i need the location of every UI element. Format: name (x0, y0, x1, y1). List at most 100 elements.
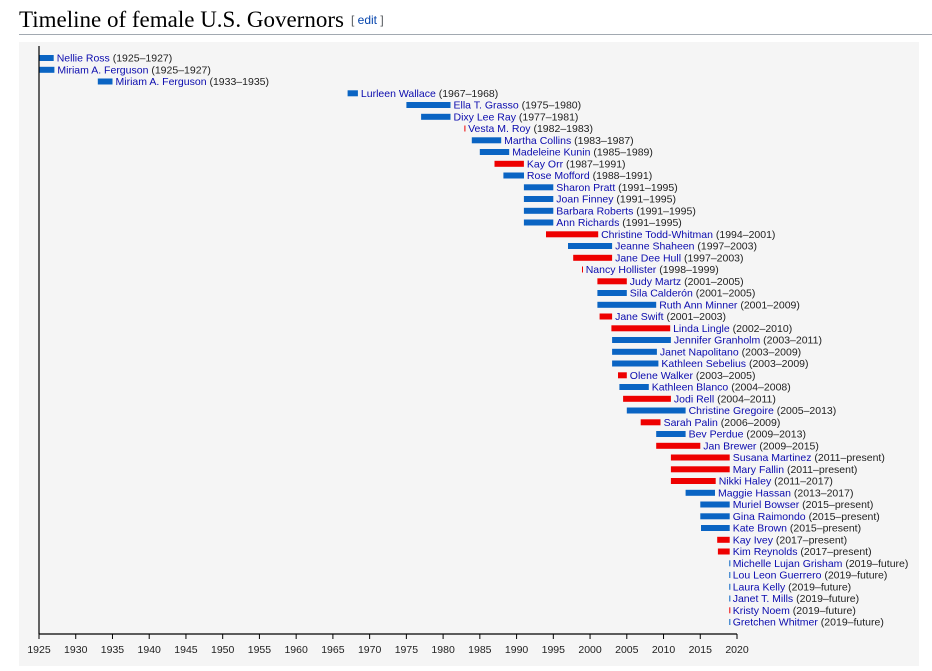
governor-name-link[interactable]: Jane Swift (615, 311, 664, 323)
governor-name-link[interactable]: Joan Finney (556, 194, 614, 206)
timeline-row: Kay Orr (1987–1991) (494, 158, 626, 170)
edit-link[interactable]: edit (357, 13, 378, 27)
term-bar (97, 78, 113, 85)
governor-name-link[interactable]: Mary Fallin (733, 464, 785, 476)
governor-name-link[interactable]: Kay Orr (527, 158, 564, 170)
x-tick-label: 2000 (578, 644, 602, 656)
governor-name-link[interactable]: Janet T. Mills (733, 593, 794, 605)
governor-name-link[interactable]: Janet Napolitano (660, 346, 739, 358)
edit-bracket-open: [ (351, 13, 358, 27)
term-years: (1997–2003) (681, 252, 743, 264)
governor-name-link[interactable]: Ella T. Grasso (454, 100, 519, 112)
term-bar (39, 55, 54, 61)
governor-name-link[interactable]: Ruth Ann Minner (659, 299, 738, 311)
timeline-row: Kathleen Blanco (2004–2008) (619, 382, 791, 394)
governor-name-link[interactable]: Madeleine Kunin (512, 147, 590, 159)
governor-name-link[interactable]: Kate Brown (733, 523, 787, 535)
governors-timeline-chart: Nellie Ross (1925–1927)Miriam A. Ferguso… (27, 46, 908, 656)
term-bar (626, 407, 686, 414)
governor-name-link[interactable]: Kathleen Sebelius (661, 358, 746, 370)
governor-name-link[interactable]: Bev Perdue (689, 429, 744, 441)
timeline-row: Nikki Haley (2011–2017) (670, 476, 833, 488)
governor-name-link[interactable]: Muriel Bowser (733, 499, 800, 511)
governor-name-link[interactable]: Jodi Rell (674, 393, 714, 405)
term-years: (1991–1995) (619, 217, 681, 229)
governor-name-link[interactable]: Vesta M. Roy (468, 123, 531, 135)
governor-name-link[interactable]: Michelle Lujan Grisham (733, 558, 843, 570)
timeline-row: Jane Dee Hull (1997–2003) (573, 252, 744, 264)
term-years: (1985–1989) (590, 147, 652, 159)
timeline-row: Michelle Lujan Grisham (2019–future) (729, 558, 908, 570)
governor-name-link[interactable]: Lou Leon Guerrero (733, 570, 822, 582)
governor-name-link[interactable]: Kristy Noem (733, 605, 790, 617)
governor-name-link[interactable]: Gina Raimondo (733, 511, 806, 523)
governor-name-link[interactable]: Barbara Roberts (556, 205, 633, 217)
term-bar (729, 607, 731, 614)
term-bar (464, 125, 466, 132)
term-bar (471, 137, 502, 144)
timeline-row: Christine Gregoire (2005–2013) (626, 405, 836, 417)
axes-layer: 1925 1930 1935 1940 1945 1950 1955 1960 1965 1970… (27, 46, 749, 656)
timeline-row: Dixy Lee Ray (1977–1981) (421, 111, 578, 123)
term-label: Madeleine Kunin (1985–1989) (512, 147, 653, 159)
governor-name-link[interactable]: Olene Walker (630, 370, 694, 382)
term-years: (2019–future) (821, 570, 887, 582)
governor-name-link[interactable]: Gretchen Whitmer (733, 617, 819, 629)
timeline-row: Martha Collins (1983–1987) (471, 135, 634, 147)
governor-name-link[interactable]: Sharon Pratt (556, 182, 615, 194)
term-bar (612, 348, 657, 355)
governor-name-link[interactable]: Maggie Hassan (718, 487, 791, 499)
governor-name-link[interactable]: Nellie Ross (57, 53, 110, 65)
timeline-row: Sarah Palin (2006–2009) (640, 417, 780, 429)
term-years: (2004–2011) (714, 393, 776, 405)
term-bar (523, 219, 554, 226)
governor-name-link[interactable]: Judy Martz (630, 276, 681, 288)
governor-name-link[interactable]: Martha Collins (504, 135, 571, 147)
term-label: Bev Perdue (2009–2013) (689, 429, 806, 441)
term-label: Ella T. Grasso (1975–1980) (454, 100, 582, 112)
timeline-row: Kay Ivey (2017–present) (717, 534, 847, 546)
term-bar (717, 548, 730, 555)
governor-name-link[interactable]: Susana Martinez (733, 452, 812, 464)
governor-name-link[interactable]: Linda Lingle (673, 323, 730, 335)
governor-name-link[interactable]: Ann Richards (556, 217, 619, 229)
x-tick-label: 1945 (174, 644, 198, 656)
governor-name-link[interactable]: Kim Reynolds (733, 546, 798, 558)
governor-name-link[interactable]: Nikki Haley (719, 476, 772, 488)
governor-name-link[interactable]: Jennifer Granholm (674, 335, 761, 347)
x-tick-label: 2015 (689, 644, 713, 656)
governor-name-link[interactable]: Lurleen Wallace (361, 88, 436, 100)
governor-name-link[interactable]: Laura Kelly (733, 581, 786, 593)
governor-name-link[interactable]: Dixy Lee Ray (454, 111, 517, 123)
term-bar (729, 583, 731, 590)
term-years: (2011–present) (811, 452, 884, 464)
governor-name-link[interactable]: Miriam A. Ferguson (116, 76, 207, 88)
governor-name-link[interactable]: Jane Dee Hull (615, 252, 681, 264)
timeline-row: Nancy Hollister (1998–1999) (582, 264, 719, 276)
timeline-row: Judy Martz (2001–2005) (597, 276, 744, 288)
term-years: (2013–2017) (791, 487, 853, 499)
governor-name-link[interactable]: Miriam A. Ferguson (57, 64, 148, 76)
governor-name-link[interactable]: Christine Gregoire (689, 405, 774, 417)
governor-name-link[interactable]: Kathleen Blanco (652, 382, 729, 394)
term-label: Ruth Ann Minner (2001–2009) (659, 299, 800, 311)
term-years: (2004–2008) (728, 382, 790, 394)
term-label: Laura Kelly (2019–future) (733, 581, 852, 593)
timeline-row: Sharon Pratt (1991–1995) (523, 182, 678, 194)
governor-name-link[interactable]: Rose Mofford (527, 170, 590, 182)
governor-name-link[interactable]: Sila Calderón (630, 288, 693, 300)
term-label: Miriam A. Ferguson (1933–1935) (116, 76, 270, 88)
governor-name-link[interactable]: Jan Brewer (703, 440, 757, 452)
chart-panel: Nellie Ross (1925–1927) Miriam A. Ferguso… (19, 42, 919, 666)
term-years: (2001–2003) (664, 311, 726, 323)
term-bar (685, 489, 715, 496)
term-bar (729, 572, 731, 578)
governor-name-link[interactable]: Christine Todd-Whitman (601, 229, 713, 241)
governor-name-link[interactable]: Kay Ivey (733, 534, 774, 546)
governor-name-link[interactable]: Jeanne Shaheen (615, 241, 695, 253)
term-label: Nancy Hollister (1998–1999) (586, 264, 719, 276)
term-years: (1991–1995) (633, 205, 695, 217)
governor-name-link[interactable]: Nancy Hollister (586, 264, 657, 276)
governor-name-link[interactable]: Sarah Palin (664, 417, 718, 429)
term-bar (612, 337, 671, 343)
